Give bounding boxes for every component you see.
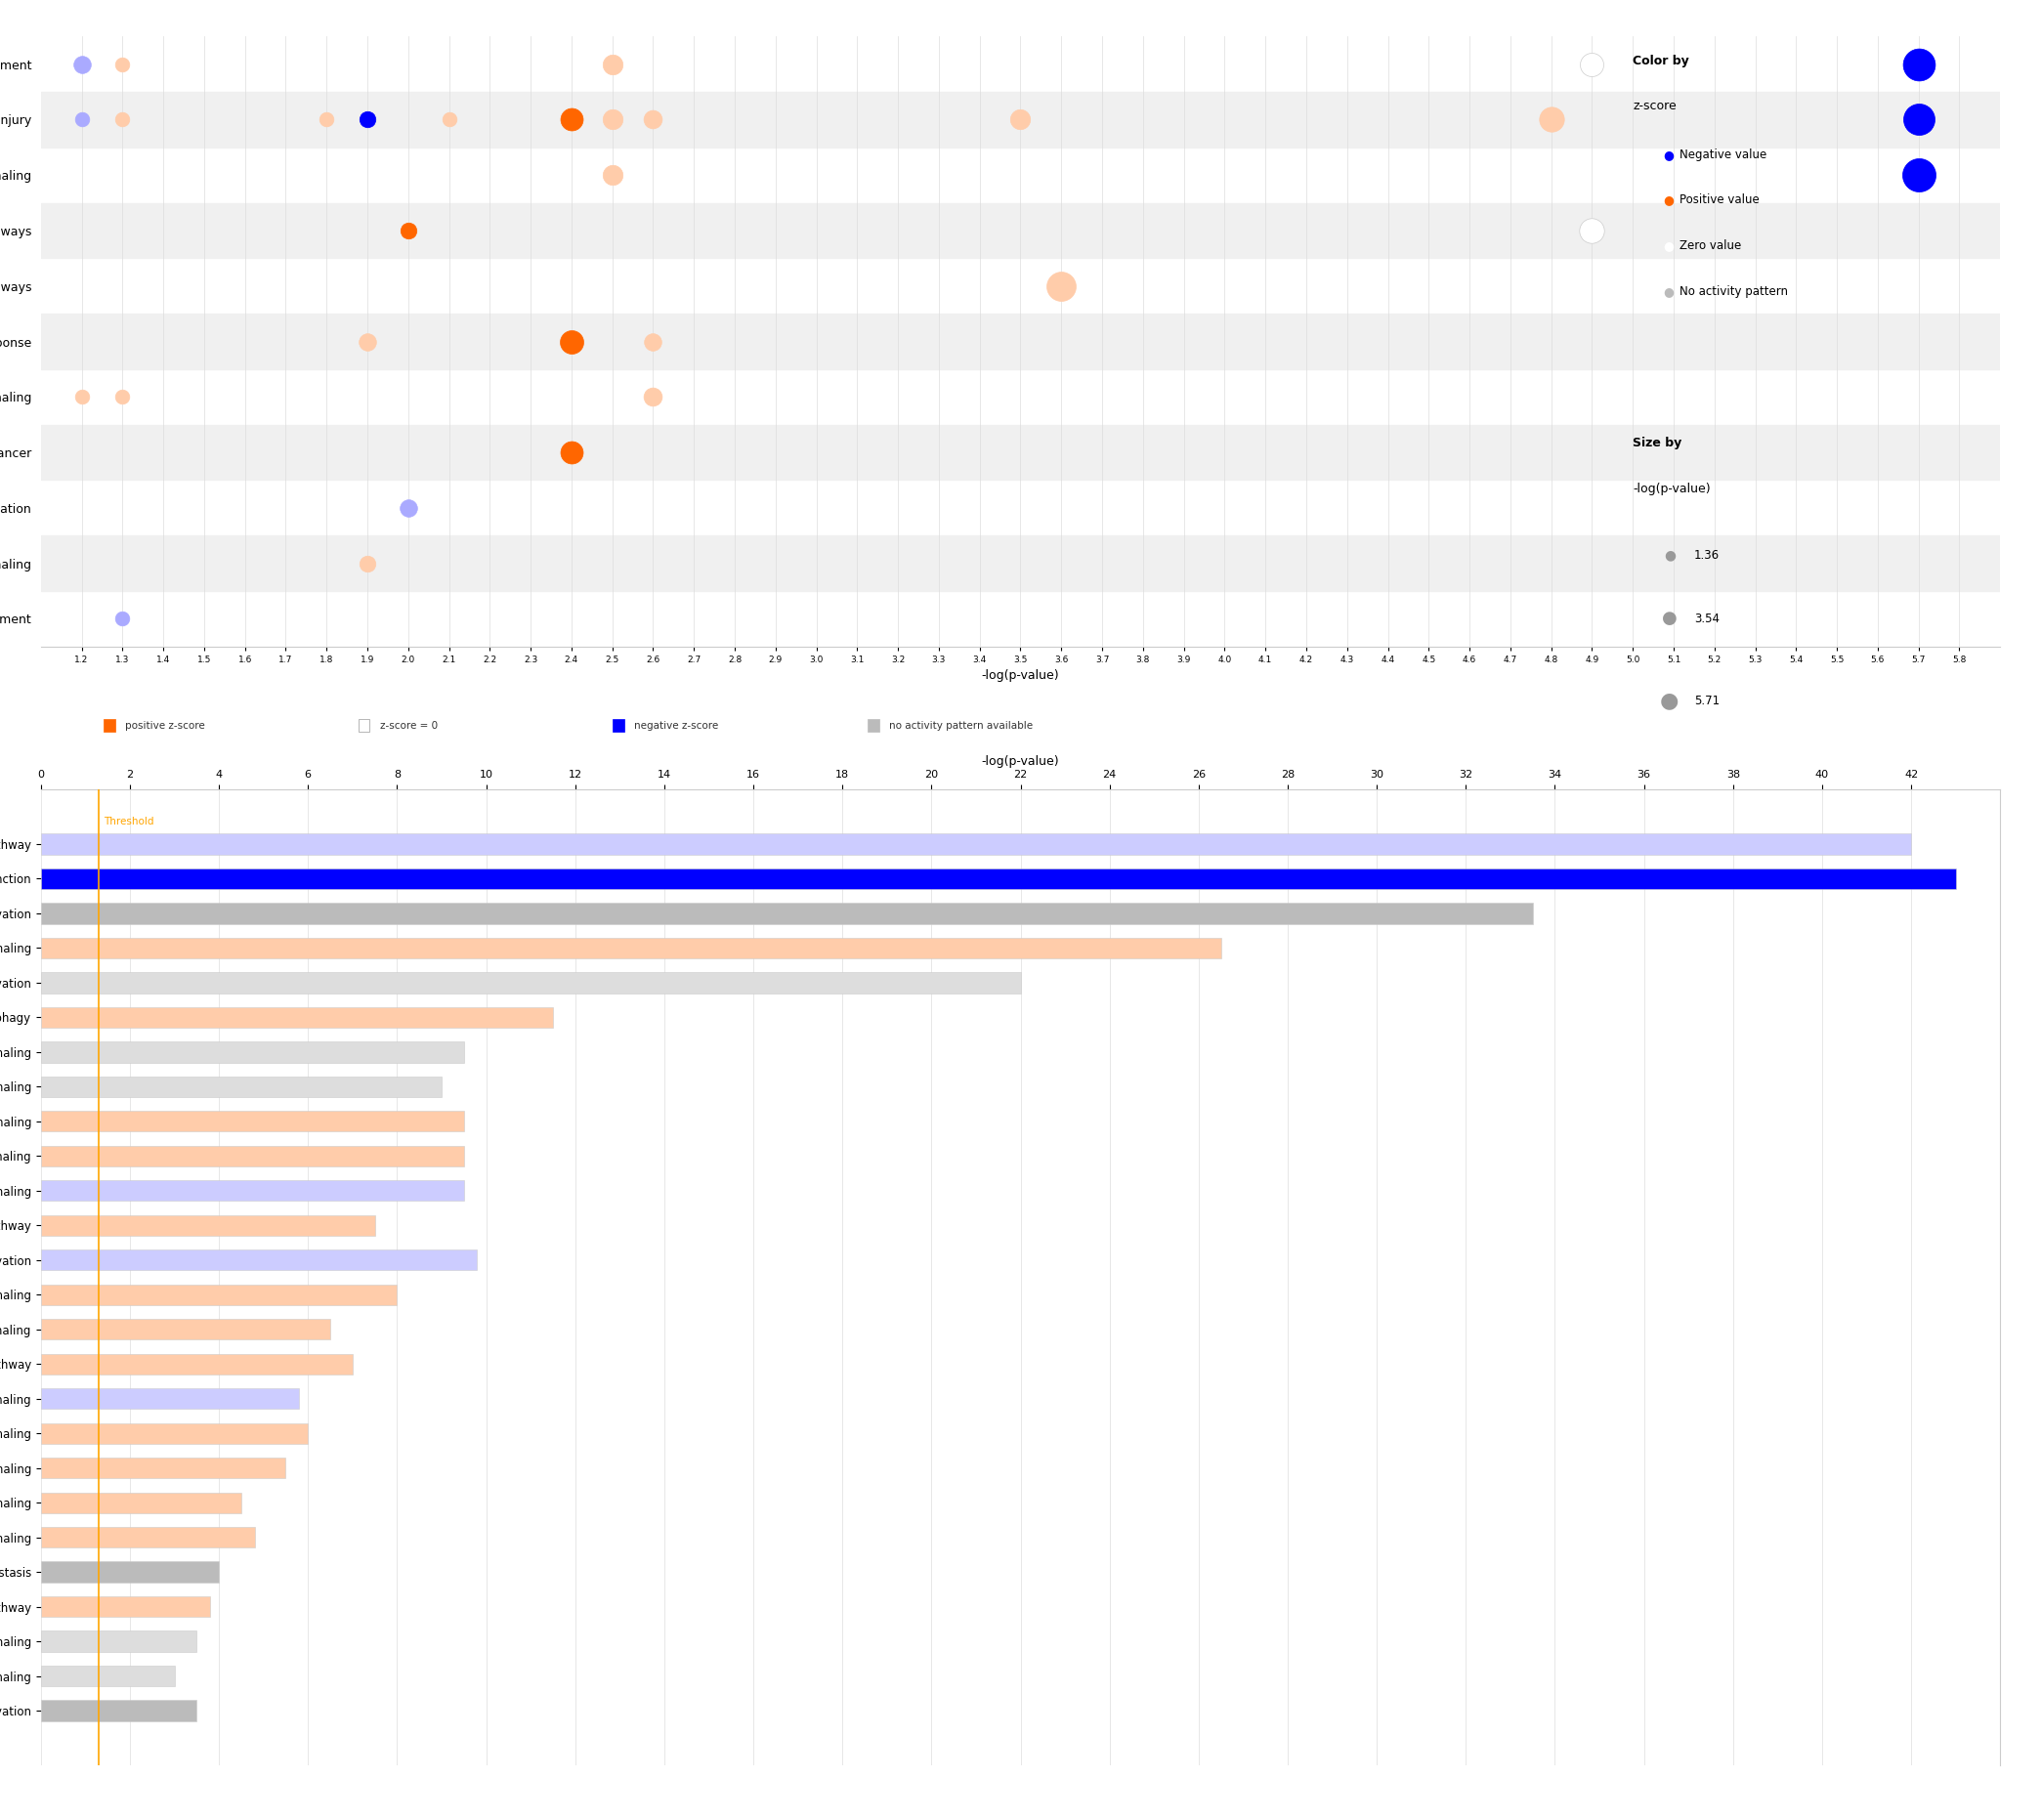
Bar xyxy=(41,1285,398,1305)
Point xyxy=(433,106,465,135)
Text: Size by: Size by xyxy=(1633,437,1682,450)
Text: ●: ● xyxy=(1663,149,1674,160)
Point xyxy=(596,160,629,189)
Text: 3.54: 3.54 xyxy=(1694,613,1719,624)
Bar xyxy=(41,1110,463,1132)
Text: ●: ● xyxy=(1663,286,1674,297)
Point xyxy=(351,106,384,135)
Bar xyxy=(41,535,2000,592)
Bar xyxy=(41,1458,286,1478)
Bar xyxy=(41,834,1910,854)
Bar xyxy=(41,1354,353,1374)
Point xyxy=(637,328,669,357)
Point xyxy=(1902,160,1935,189)
Text: ●: ● xyxy=(1663,195,1674,206)
Point xyxy=(65,49,98,78)
Text: Zero value: Zero value xyxy=(1680,240,1741,251)
Bar xyxy=(41,91,2000,147)
Point xyxy=(1004,106,1037,135)
Point xyxy=(106,106,139,135)
Bar xyxy=(41,1492,241,1512)
Point xyxy=(106,49,139,78)
Text: Threshold: Threshold xyxy=(104,817,153,826)
Bar xyxy=(41,1041,463,1063)
Text: Positive value: Positive value xyxy=(1680,195,1759,206)
Bar xyxy=(41,424,2000,480)
Point xyxy=(65,382,98,411)
Text: negative z-score: negative z-score xyxy=(635,721,718,730)
Bar xyxy=(41,1006,553,1028)
Bar xyxy=(41,1700,196,1722)
Bar xyxy=(41,868,1955,890)
Bar xyxy=(41,1076,441,1097)
Text: 1.36: 1.36 xyxy=(1694,550,1721,561)
Point xyxy=(1902,106,1935,135)
Text: ■: ■ xyxy=(104,719,114,732)
Bar xyxy=(41,972,1020,994)
Text: ●: ● xyxy=(1661,610,1678,628)
Text: no activity pattern available: no activity pattern available xyxy=(890,721,1033,730)
Point xyxy=(106,604,139,633)
Text: z-score: z-score xyxy=(1633,100,1676,113)
Text: ●: ● xyxy=(1663,548,1676,562)
Point xyxy=(106,382,139,411)
Text: z-score = 0: z-score = 0 xyxy=(380,721,437,730)
Text: Color by: Color by xyxy=(1633,55,1690,67)
Bar xyxy=(41,1631,196,1653)
Point xyxy=(1902,49,1935,78)
Point xyxy=(596,49,629,78)
Text: ●: ● xyxy=(1663,240,1674,251)
Bar xyxy=(41,1562,218,1582)
Bar xyxy=(41,1250,478,1270)
Bar xyxy=(41,1216,376,1236)
Text: No activity pattern: No activity pattern xyxy=(1680,286,1788,297)
Point xyxy=(65,106,98,135)
Bar xyxy=(41,313,2000,369)
Text: positive z-score: positive z-score xyxy=(125,721,204,730)
Bar xyxy=(41,1145,463,1167)
Text: ●: ● xyxy=(1659,692,1680,710)
Text: Negative value: Negative value xyxy=(1680,149,1768,160)
Point xyxy=(1576,49,1608,78)
Text: 5.71: 5.71 xyxy=(1694,695,1721,706)
Text: ■: ■ xyxy=(359,719,369,732)
Point xyxy=(637,106,669,135)
Bar xyxy=(41,1320,331,1340)
Point xyxy=(351,550,384,579)
Text: -log(p-value): -log(p-value) xyxy=(1633,482,1710,495)
Point xyxy=(310,106,343,135)
Bar xyxy=(41,1665,173,1687)
Bar xyxy=(41,903,1533,925)
Point xyxy=(1045,271,1078,300)
Point xyxy=(392,217,425,246)
X-axis label: -log(p-value): -log(p-value) xyxy=(982,670,1059,682)
Bar xyxy=(41,202,2000,258)
X-axis label: -log(p-value): -log(p-value) xyxy=(982,755,1059,768)
Point xyxy=(1576,217,1608,246)
Point xyxy=(392,493,425,522)
Point xyxy=(351,328,384,357)
Bar xyxy=(41,1423,308,1443)
Bar xyxy=(41,1389,300,1409)
Text: ■: ■ xyxy=(612,719,625,732)
Point xyxy=(596,106,629,135)
Bar xyxy=(41,937,1221,959)
Point xyxy=(555,439,588,468)
Point xyxy=(555,328,588,357)
Bar xyxy=(41,1527,255,1547)
Bar xyxy=(41,1179,463,1201)
Bar xyxy=(41,1596,210,1616)
Point xyxy=(555,106,588,135)
Point xyxy=(637,382,669,411)
Point xyxy=(1535,106,1567,135)
Text: ■: ■ xyxy=(867,719,880,732)
